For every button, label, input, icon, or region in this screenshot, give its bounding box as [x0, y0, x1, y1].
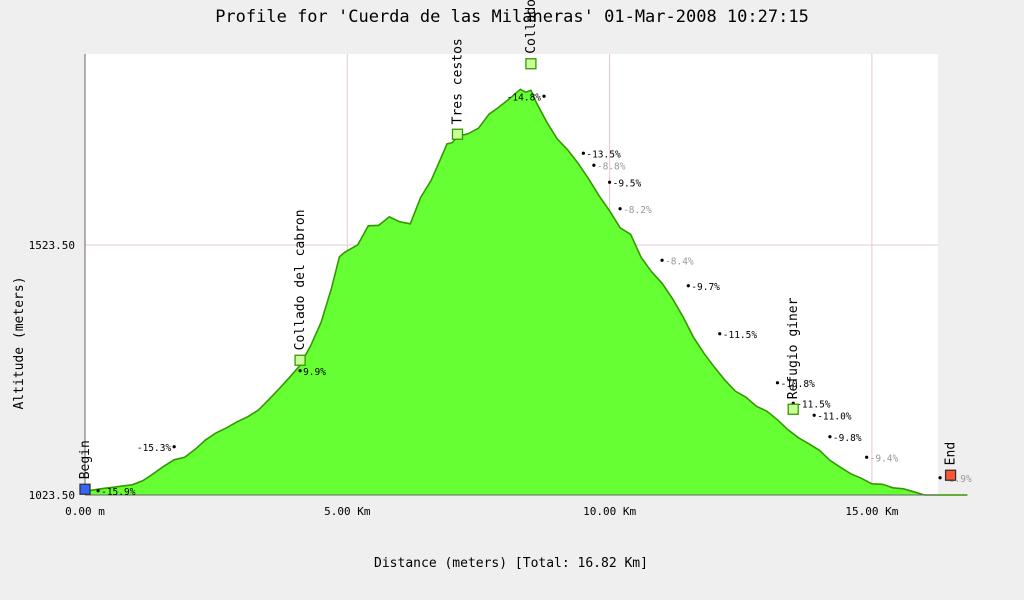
grade-label: -13.5% [586, 149, 621, 160]
waypoint-label: Refugio giner [786, 297, 801, 399]
waypoint-label: Collado del miradero [524, 0, 539, 54]
x-axis-title: Distance (meters) [Total: 16.82 Km] [374, 556, 648, 571]
y-tick-label: 1523.50 [29, 239, 75, 252]
grade-label: 9.9% [303, 367, 326, 378]
waypoint-marker [451, 128, 464, 140]
chart-title: Profile for 'Cuerda de las Milaneras' 01… [215, 7, 809, 27]
x-tick-label: 5.00 Km [324, 505, 371, 518]
grade-marker-dot [592, 163, 596, 167]
grade-label: -11.5% [796, 399, 831, 410]
x-tick-label: 10.00 Km [583, 505, 636, 518]
grade-marker-dot [865, 455, 869, 459]
grade-marker-dot [96, 489, 100, 493]
waypoint-marker [944, 469, 957, 481]
y-axis-title: Altitude (meters) [12, 276, 27, 409]
x-tick-label: 0.00 m [65, 505, 105, 518]
grade-marker-dot [542, 94, 546, 98]
grade-label: -15.9% [101, 487, 136, 498]
grade-marker-dot [812, 413, 816, 417]
waypoint-marker [79, 483, 91, 495]
waypoint-marker [787, 403, 799, 415]
x-tick-label: 15.00 Km [845, 505, 898, 518]
grade-label: -8.9% [943, 474, 972, 485]
waypoint-marker [294, 354, 306, 366]
grade-label: -8.8% [597, 161, 626, 172]
grade-label: -11.5% [723, 330, 758, 341]
tick-labels: 0.00 m 5.00 Km 10.00 Km 15.00 Km 1023.50 1523… [29, 239, 899, 518]
grade-marker-dot [938, 476, 942, 480]
elevation-line [84, 88, 968, 496]
grade-label: -11.0% [817, 411, 852, 422]
grade-marker-dot [718, 332, 722, 336]
waypoint-label: Tres cestos [450, 38, 465, 124]
waypoint-label: Collado del cabron [293, 209, 308, 350]
waypoint-label: End [944, 442, 959, 465]
grade-label: -9.8% [833, 433, 862, 444]
grade-label: -8.4% [665, 256, 694, 267]
grade-marker-dot [581, 151, 585, 155]
grade-labels: -15.9% -15.3% 9.9% -14.8% -13.5%-8.8% -9.5% -8… [96, 92, 972, 498]
elevation-fill [85, 89, 968, 496]
y-tick-label: 1023.50 [29, 489, 75, 502]
grade-marker-dot [686, 284, 690, 288]
grade-marker-dot [618, 207, 622, 211]
grade-marker-dot [660, 258, 664, 262]
grade-marker-dot [172, 445, 176, 449]
grade-label: -8.2% [623, 205, 652, 216]
grade-label: -15.3% [137, 443, 172, 454]
axes [84, 54, 938, 496]
grade-marker-dot [608, 180, 612, 184]
grade-label: -10.8% [780, 379, 815, 390]
grade-label: -9.4% [870, 453, 899, 464]
grade-label: -14.8% [507, 92, 542, 103]
grade-label: -9.7% [691, 282, 720, 293]
grade-marker-dot [775, 381, 780, 385]
profile-area [84, 88, 968, 496]
grade-label: -9.5% [613, 178, 642, 189]
grade-marker-dot [298, 369, 302, 373]
waypoint-marker [525, 58, 537, 70]
waypoint-label: Begin [78, 440, 93, 479]
waypoints: Begin Collado del cabron Tres cestos Collad… [78, 0, 959, 495]
grade-marker-dot [828, 435, 832, 439]
